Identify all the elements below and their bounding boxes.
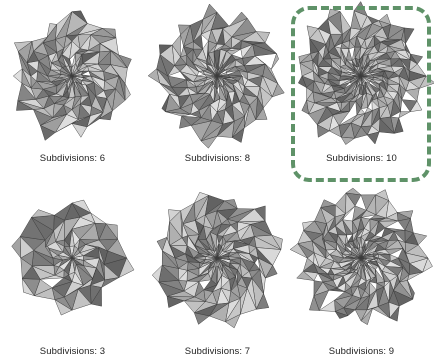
mesh-preview-image	[145, 0, 290, 150]
thumbnail-subdivisions-7[interactable]: Subdivisions: 7	[145, 182, 290, 363]
thumbnail-subdivisions-8[interactable]: Subdivisions: 8	[145, 0, 290, 181]
thumbnail-caption: Subdivisions: 7	[145, 346, 290, 357]
thumbnail-caption: Subdivisions: 6	[0, 153, 145, 164]
mesh-preview-image	[0, 0, 145, 150]
thumbnail-subdivisions-6[interactable]: Subdivisions: 6	[0, 0, 145, 181]
thumbnail-caption: Subdivisions: 10	[289, 153, 434, 164]
thumbnail-caption: Subdivisions: 3	[0, 346, 145, 357]
thumbnail-subdivisions-9[interactable]: Subdivisions: 9	[289, 182, 434, 363]
mesh-preview-image	[0, 182, 145, 332]
mesh-preview-image	[289, 182, 434, 332]
thumbnail-subdivisions-3[interactable]: Subdivisions: 3	[0, 182, 145, 363]
thumbnail-subdivisions-10[interactable]: Subdivisions: 10	[289, 0, 434, 181]
mesh-preview-image	[145, 182, 290, 332]
mesh-preview-image	[289, 0, 434, 150]
thumbnail-caption: Subdivisions: 9	[289, 346, 434, 357]
thumbnail-caption: Subdivisions: 8	[145, 153, 290, 164]
